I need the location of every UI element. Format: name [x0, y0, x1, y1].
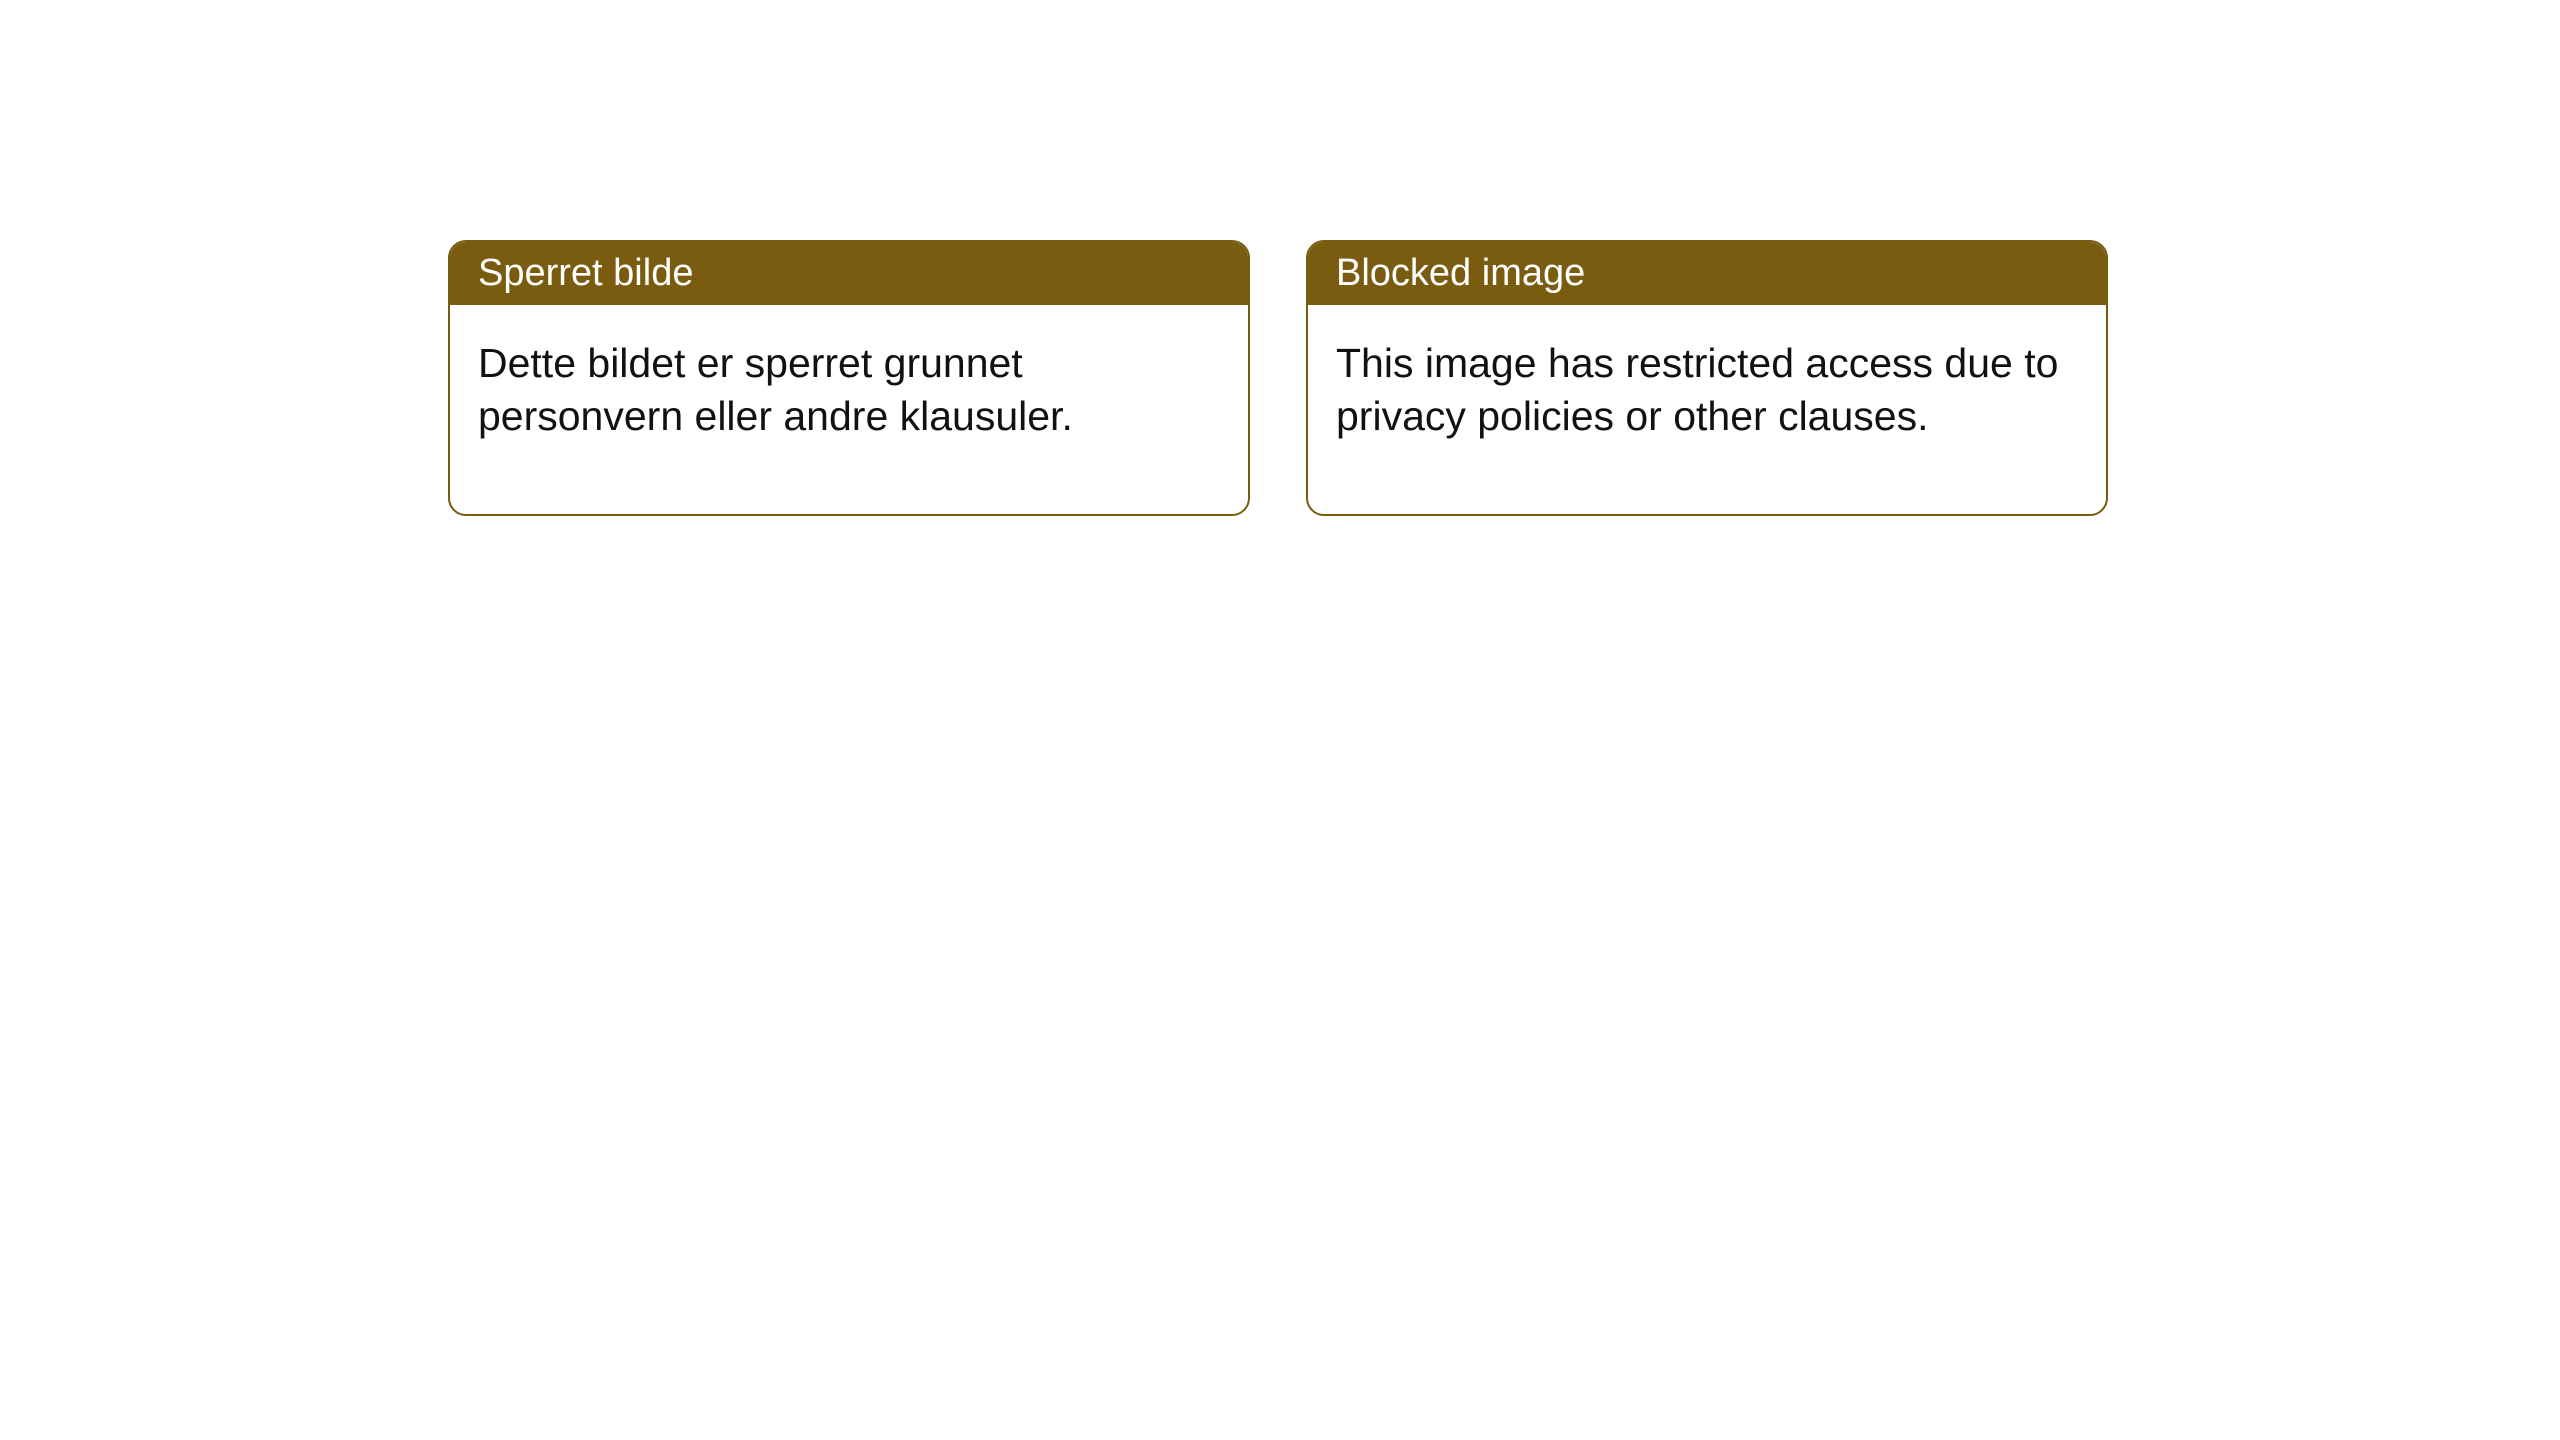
blocked-image-card-english: Blocked image This image has restricted … [1306, 240, 2108, 516]
card-header-text: Blocked image [1336, 252, 1585, 294]
blocked-image-card-norwegian: Sperret bilde Dette bildet er sperret gr… [448, 240, 1250, 516]
card-body-text: This image has restricted access due to … [1336, 340, 2058, 439]
card-header: Blocked image [1308, 242, 2106, 305]
card-header-text: Sperret bilde [478, 252, 693, 294]
cards-container: Sperret bilde Dette bildet er sperret gr… [0, 0, 2560, 516]
card-header: Sperret bilde [450, 242, 1248, 305]
card-body: Dette bildet er sperret grunnet personve… [450, 305, 1248, 514]
card-body-text: Dette bildet er sperret grunnet personve… [478, 340, 1073, 439]
card-body: This image has restricted access due to … [1308, 305, 2106, 514]
